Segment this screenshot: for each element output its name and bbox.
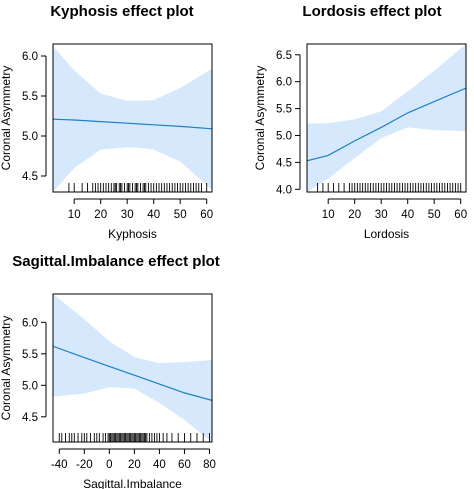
x-tick-label: 40: [153, 459, 166, 471]
x-tick-label: 20: [348, 209, 361, 221]
x-tick-label: 10: [68, 209, 81, 221]
x-tick-label: 30: [375, 209, 388, 221]
x-tick-label: 20: [94, 209, 107, 221]
x-tick-label: -40: [51, 459, 68, 471]
x-tick-label: 50: [174, 209, 187, 221]
x-tick-label: 60: [200, 209, 213, 221]
x-tick-label: 0: [106, 459, 112, 471]
fitted-effect-line: [307, 87, 466, 162]
x-tick-label: 80: [203, 459, 216, 471]
effect-plot-panel-1: 10 20 30 40 50 60 4.5 5.0 5.5 6.0 Kyphosis effect …: [0, 3, 213, 241]
y-tick-label: 6.0: [276, 77, 292, 89]
y-tick-label: 5.0: [276, 130, 292, 142]
effect-plot-panel-3: -40 -20 0 20 40 60 80 4.5 5.0 5.5 6.0 Sagittal.Imba…: [0, 253, 220, 489]
y-axis-label: Coronal Asymmetry: [0, 66, 13, 171]
effect-plot-panel-2: 10 20 30 40 50 60 4.0 4.5 5.0 5.5 6.0 6.5 Lordosis e…: [253, 3, 467, 241]
x-axis-label: Lordosis: [364, 227, 409, 241]
x-tick-label: 50: [428, 209, 441, 221]
y-tick-label: 6.5: [276, 50, 292, 62]
y-tick-label: 5.0: [22, 131, 38, 143]
y-tick-label: 4.5: [22, 171, 38, 183]
y-axis-label: Coronal Asymmetry: [0, 316, 13, 421]
x-tick-label: 30: [121, 209, 134, 221]
x-axis-label: Kyphosis: [108, 227, 157, 241]
confidence-band: [307, 44, 466, 192]
y-tick-label: 5.5: [276, 104, 292, 116]
x-tick-label: -20: [76, 459, 93, 471]
y-tick-label: 4.5: [22, 412, 38, 424]
panel-title: Lordosis effect plot: [302, 3, 441, 20]
panel-title: Kyphosis effect plot: [50, 3, 193, 20]
x-tick-label: 40: [147, 209, 160, 221]
y-tick-label: 5.0: [22, 380, 38, 392]
fitted-effect-line: [53, 118, 212, 130]
y-tick-label: 5.5: [22, 349, 38, 361]
plot-frame: [52, 43, 213, 193]
confidence-band: [53, 294, 212, 442]
x-tick-label: 60: [454, 209, 467, 221]
rug-marks: [317, 183, 462, 192]
y-tick-label: 5.5: [22, 91, 38, 103]
y-tick-label: 4.5: [276, 157, 292, 169]
x-tick-label: 60: [178, 459, 191, 471]
y-tick-label: 4.0: [276, 184, 292, 196]
fitted-effect-line: [53, 345, 212, 402]
x-tick-label: 20: [128, 459, 141, 471]
y-tick-label: 6.0: [22, 317, 38, 329]
rug-marks: [58, 433, 210, 442]
y-tick-label: 6.0: [22, 51, 38, 63]
y-axis-label: Coronal Asymmetry: [253, 66, 267, 171]
panel-title: Sagittal.Imbalance effect plot: [12, 253, 220, 270]
x-tick-label: 10: [322, 209, 335, 221]
plot-frame: [52, 293, 213, 443]
confidence-band: [53, 46, 212, 192]
x-tick-label: 40: [401, 209, 414, 221]
x-axis-label: Sagittal.Imbalance: [83, 477, 182, 489]
plot-frame: [306, 43, 467, 193]
rug-marks: [68, 183, 208, 192]
